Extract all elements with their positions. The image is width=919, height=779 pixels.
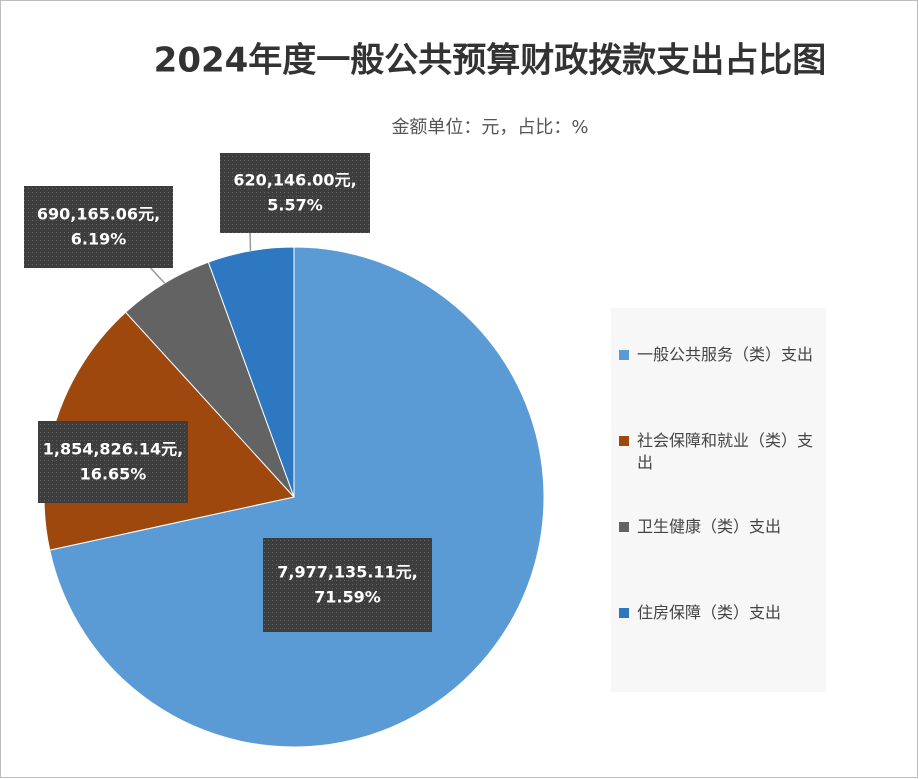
legend-marker xyxy=(619,350,629,360)
legend-label: 一般公共服务（类）支出 xyxy=(637,345,814,364)
data-label: 1,854,826.14元, xyxy=(43,440,184,459)
pie-slice xyxy=(207,246,295,498)
data-label-box xyxy=(24,186,173,268)
data-label: 6.19% xyxy=(71,230,127,249)
data-label-box xyxy=(38,421,188,503)
legend-item: 卫生健康（类）支出 xyxy=(619,516,818,602)
data-label: 5.57% xyxy=(267,196,323,215)
data-label-box xyxy=(263,538,432,632)
legend-label: 住房保障（类）支出 xyxy=(637,603,782,622)
leader-line xyxy=(150,267,166,284)
legend-marker xyxy=(619,436,629,446)
chart-subtitle: 金额单位：元，占比：% xyxy=(391,117,588,138)
data-label: 690,165.06元, xyxy=(37,205,160,224)
legend-item: 社会保障和就业（类）支出 xyxy=(619,430,818,516)
legend-item: 住房保障（类）支出 xyxy=(619,602,818,688)
chart-title: 2024年度一般公共预算财政拨款支出占比图 xyxy=(154,41,827,81)
data-label: 620,146.00元, xyxy=(233,171,356,190)
legend-label: 社会保障和就业（类）支出 xyxy=(637,431,814,472)
data-label-box xyxy=(220,153,370,233)
leader-line xyxy=(249,232,252,251)
legend-label: 卫生健康（类）支出 xyxy=(637,517,782,536)
legend: 一般公共服务（类）支出社会保障和就业（类）支出卫生健康（类）支出 住房保障（类）支… xyxy=(611,308,826,692)
data-label: 71.59% xyxy=(314,588,381,607)
data-label: 16.65% xyxy=(80,465,147,484)
legend-marker xyxy=(619,608,629,618)
legend-marker xyxy=(619,522,629,532)
data-label: 7,977,135.11元, xyxy=(277,563,418,582)
legend-item: 一般公共服务（类）支出 xyxy=(619,344,818,430)
